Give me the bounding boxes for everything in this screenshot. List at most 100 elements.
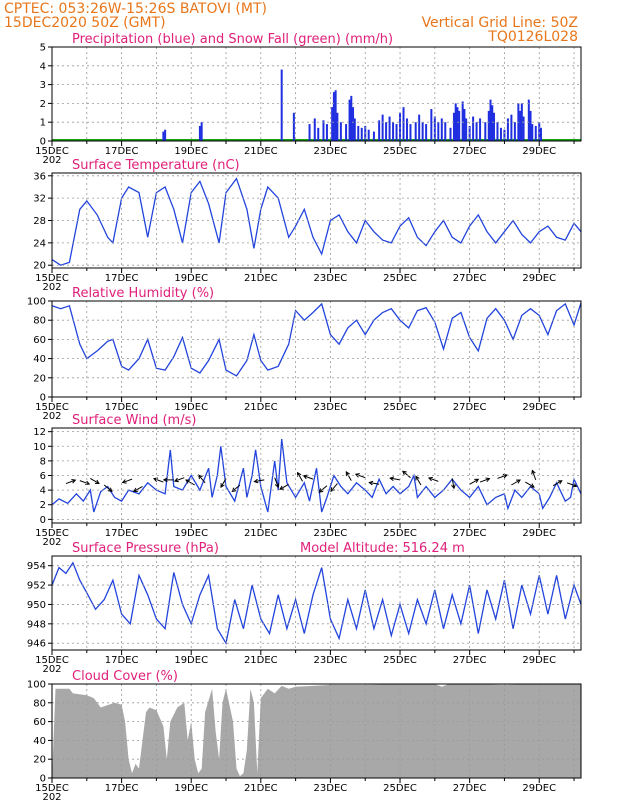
precip-bar — [336, 112, 339, 141]
pressure-annotation: Model Altitude: 516.24 m — [300, 541, 465, 556]
header-date: 15DEC2020 50Z (GMT) — [4, 15, 166, 31]
precip-bar — [513, 122, 516, 141]
wind-arrow — [133, 486, 143, 492]
wind-arrow-head — [557, 480, 563, 485]
y-tick-label: 60 — [33, 717, 46, 728]
precip-bar — [348, 99, 351, 141]
wind-arrow-head — [572, 482, 578, 488]
precip-bar — [350, 95, 353, 141]
temperature-panel: Surface Temperature (nC) 20 24 28 32 36 15DEC 1… — [33, 158, 582, 293]
wind-arrow-head — [368, 480, 374, 486]
precip-bar — [510, 114, 513, 141]
precip-bar — [378, 120, 381, 141]
x-tick-label: 21DEC — [244, 528, 278, 539]
y-tick-label: 2 — [40, 99, 46, 110]
y-tick-label: 40 — [33, 354, 46, 365]
y-tick-label: 12 — [33, 427, 46, 438]
x-tick-label: 17DEC — [105, 783, 139, 794]
wind-arrow-head — [318, 488, 324, 493]
y-tick-label: 0 — [40, 515, 46, 526]
precip-bar — [539, 127, 542, 141]
humidity-panel: Relative Humidity (%) 0 20 40 60 80 100 15DEC 17… — [27, 286, 582, 422]
humidity-series-line — [51, 302, 582, 377]
x-tick-label: 27DEC — [453, 273, 487, 284]
x-tick-label: 25DEC — [383, 655, 417, 666]
precip-bar — [331, 107, 334, 141]
wind-arrow — [469, 478, 479, 485]
y-tick-label: 80 — [33, 698, 46, 709]
x-tick-label: 29DEC — [522, 783, 556, 794]
temperature-series-line — [51, 177, 582, 266]
precip-bar — [499, 127, 502, 141]
wind-arrow-head — [121, 479, 127, 484]
precip-bar — [538, 122, 541, 141]
wind-arrow-head — [531, 469, 536, 475]
wind-arrow-head — [132, 487, 138, 492]
pressure-title: Surface Pressure (hPa) — [72, 541, 219, 556]
precip-bar — [308, 124, 311, 141]
precip-bar — [385, 122, 388, 141]
wind-series-line — [51, 438, 582, 513]
precip-bar — [405, 118, 408, 141]
y-tick-label: 60 — [33, 335, 46, 346]
wind-arrow — [428, 477, 439, 482]
x-tick-label: 29DEC — [522, 273, 556, 284]
precip-bar — [353, 118, 356, 141]
cloud-panel: Cloud Cover (%) 0 20 40 60 80 100 15DEC 17DEC 19D… — [27, 669, 582, 800]
x-tick-label: 19DEC — [174, 528, 208, 539]
y-tick-label: 950 — [27, 600, 46, 611]
precip-bar — [164, 129, 167, 141]
x-tick-label: 29DEC — [522, 146, 556, 157]
wind-arrow-head — [415, 475, 420, 481]
precip-bar — [461, 101, 464, 141]
y-tick-label: 948 — [27, 619, 46, 630]
wind-arrow-head — [451, 484, 456, 490]
pressure-panel: Surface Pressure (hPa) Model Altitude: 51… — [27, 541, 582, 675]
y-tick-label: 100 — [27, 297, 46, 308]
x-tick-label: 25DEC — [383, 146, 417, 157]
wind-arrow — [345, 471, 352, 481]
panels-group: Precipitation (blue) and Snow Fall (gree… — [27, 32, 582, 800]
precip-bar — [395, 124, 398, 141]
precip-bar — [367, 129, 370, 141]
precipitation-frame — [51, 46, 582, 142]
wind-arrow — [90, 477, 100, 484]
precip-bar — [456, 107, 459, 141]
precip-bar — [198, 125, 201, 141]
wind-frame — [51, 427, 582, 524]
y-tick-label: 5 — [40, 43, 46, 54]
precip-bar — [430, 109, 433, 141]
precip-bar — [317, 127, 320, 141]
x-tick-label: 25DEC — [383, 402, 417, 413]
wind-arrow-head — [485, 477, 491, 482]
wind-panel: Surface Wind (m/s) 0 2 4 6 8 10 12 15DEC 17DEC 19D… — [33, 413, 582, 548]
precip-bar — [479, 118, 482, 141]
precip-bar — [444, 122, 447, 141]
precip-bar — [392, 122, 395, 141]
humidity-frame — [51, 300, 582, 398]
wind-arrow — [122, 478, 133, 484]
x-tick-label: 27DEC — [453, 402, 487, 413]
y-tick-label: 954 — [27, 561, 46, 572]
x-year-label: 202 — [42, 282, 61, 293]
precip-bar — [454, 103, 457, 141]
wind-arrow — [415, 476, 422, 486]
x-year-label: 202 — [42, 664, 61, 675]
wind-arrow-head — [516, 479, 521, 484]
x-tick-label: 19DEC — [174, 402, 208, 413]
precip-bar — [463, 109, 466, 141]
wind-arrow-head — [279, 485, 285, 490]
wind-arrow — [198, 474, 206, 484]
precipitation-panel: Precipitation (blue) and Snow Fall (gree… — [35, 32, 582, 166]
wind-arrow-head — [71, 479, 77, 484]
x-tick-label: 15DEC — [35, 402, 69, 413]
humidity-title: Relative Humidity (%) — [72, 286, 214, 301]
precip-bar — [472, 116, 475, 141]
wind-arrow — [274, 477, 279, 488]
wind-arrow-head — [274, 483, 280, 489]
x-tick-label: 15DEC — [35, 528, 69, 539]
precip-bar — [487, 110, 490, 141]
precip-bar — [519, 110, 522, 141]
cloud-frame — [51, 683, 582, 779]
